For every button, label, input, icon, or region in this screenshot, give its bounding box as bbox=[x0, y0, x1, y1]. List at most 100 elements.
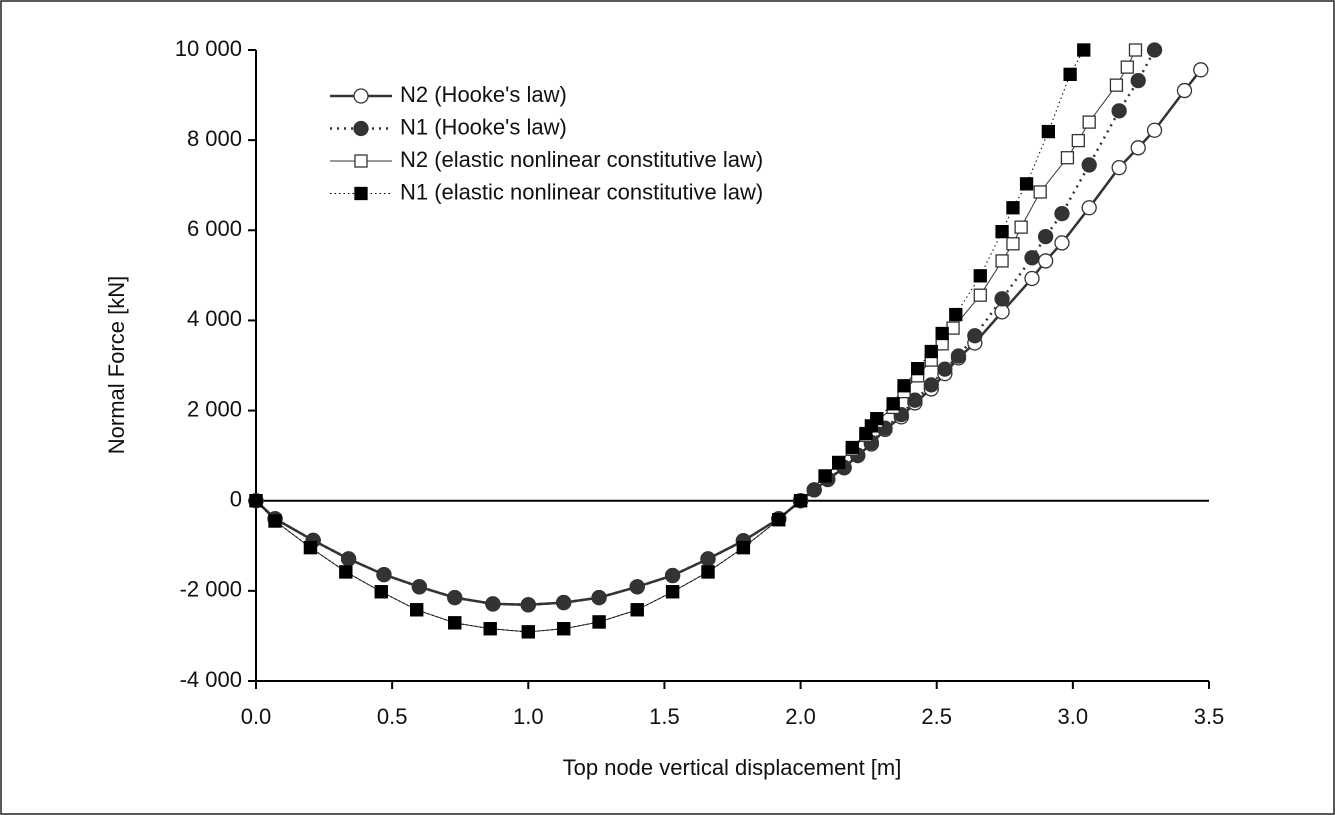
point bbox=[973, 288, 987, 302]
point bbox=[845, 440, 859, 455]
point bbox=[1063, 67, 1077, 81]
point bbox=[907, 392, 923, 408]
point bbox=[1006, 237, 1020, 251]
x-tick-label: 1.0 bbox=[513, 704, 544, 729]
x-tick-label: 2.5 bbox=[921, 704, 952, 729]
legend-label: N2 (elastic nonlinear constitutive law) bbox=[400, 147, 763, 172]
point bbox=[592, 615, 606, 629]
y-tick-label: -4 000 bbox=[180, 667, 242, 692]
point bbox=[772, 512, 786, 527]
point bbox=[1019, 177, 1034, 191]
point bbox=[629, 579, 645, 595]
point bbox=[1006, 201, 1020, 215]
point bbox=[485, 596, 501, 612]
point bbox=[249, 494, 263, 508]
point bbox=[520, 597, 536, 613]
point bbox=[1111, 103, 1127, 119]
point bbox=[1120, 60, 1134, 74]
legend-marker bbox=[354, 154, 368, 168]
legend-marker bbox=[354, 186, 368, 201]
legend-marker bbox=[353, 88, 369, 104]
point bbox=[911, 362, 925, 376]
point bbox=[994, 304, 1010, 320]
point bbox=[1128, 43, 1143, 57]
x-tick-label: 0.5 bbox=[377, 704, 408, 729]
point bbox=[1082, 115, 1096, 129]
x-axis-title: Top node vertical displacement [m] bbox=[563, 755, 902, 780]
point bbox=[946, 321, 960, 335]
x-tick-label: 3.5 bbox=[1194, 704, 1225, 729]
point bbox=[1130, 140, 1146, 156]
point bbox=[1081, 200, 1097, 216]
point bbox=[793, 494, 808, 508]
point bbox=[870, 412, 884, 426]
series-line bbox=[255, 49, 1085, 633]
point bbox=[935, 326, 949, 341]
point bbox=[806, 482, 822, 498]
x-tick-label: 3.0 bbox=[1058, 704, 1089, 729]
y-tick-label: 4 000 bbox=[187, 306, 242, 331]
point bbox=[376, 566, 392, 583]
point bbox=[937, 361, 953, 377]
point bbox=[736, 540, 751, 555]
point bbox=[994, 291, 1010, 307]
legend-label: N2 (Hooke's law) bbox=[400, 82, 567, 107]
y-tick-label: 0 bbox=[230, 487, 242, 512]
point bbox=[1130, 72, 1146, 89]
point bbox=[700, 551, 716, 567]
point bbox=[1081, 157, 1097, 173]
point bbox=[950, 348, 967, 364]
point bbox=[303, 540, 318, 555]
point bbox=[447, 589, 463, 606]
point bbox=[374, 585, 388, 599]
point bbox=[1146, 122, 1163, 138]
legend-marker bbox=[353, 120, 369, 137]
point bbox=[832, 455, 846, 470]
point bbox=[665, 585, 680, 599]
point bbox=[923, 377, 939, 393]
point bbox=[897, 379, 911, 393]
point bbox=[973, 269, 987, 283]
point bbox=[1037, 228, 1054, 245]
point bbox=[339, 565, 353, 579]
legend-label: N1 (Hooke's law) bbox=[400, 114, 567, 139]
point bbox=[1054, 205, 1070, 222]
point bbox=[664, 567, 681, 584]
point bbox=[967, 328, 983, 344]
point bbox=[268, 514, 282, 528]
point bbox=[1193, 62, 1209, 78]
point bbox=[995, 254, 1009, 268]
point bbox=[557, 622, 571, 636]
y-tick-label: -2 000 bbox=[180, 577, 242, 602]
point bbox=[1111, 159, 1127, 176]
point bbox=[1033, 185, 1047, 199]
x-tick-label: 1.5 bbox=[649, 704, 680, 729]
y-axis-title: Normal Force [kN] bbox=[104, 276, 129, 454]
x-tick-label: 0.0 bbox=[241, 704, 272, 729]
point bbox=[1060, 151, 1075, 165]
point bbox=[630, 603, 644, 617]
point bbox=[995, 224, 1009, 239]
point bbox=[340, 551, 357, 567]
point bbox=[1109, 78, 1124, 92]
point bbox=[483, 622, 497, 636]
point bbox=[1024, 270, 1040, 287]
point bbox=[701, 565, 715, 579]
series-line bbox=[255, 49, 1136, 633]
point bbox=[1024, 250, 1040, 266]
point bbox=[1054, 235, 1070, 251]
point bbox=[521, 625, 535, 639]
y-tick-label: 8 000 bbox=[187, 126, 242, 151]
point bbox=[1037, 253, 1054, 269]
point bbox=[818, 469, 832, 483]
point bbox=[409, 603, 424, 617]
point bbox=[1041, 124, 1056, 139]
point bbox=[448, 616, 462, 630]
point bbox=[1077, 43, 1091, 57]
point bbox=[411, 579, 428, 595]
y-tick-label: 10 000 bbox=[175, 36, 242, 61]
point bbox=[1176, 82, 1193, 99]
point bbox=[1071, 133, 1085, 148]
y-tick-label: 6 000 bbox=[187, 216, 242, 241]
